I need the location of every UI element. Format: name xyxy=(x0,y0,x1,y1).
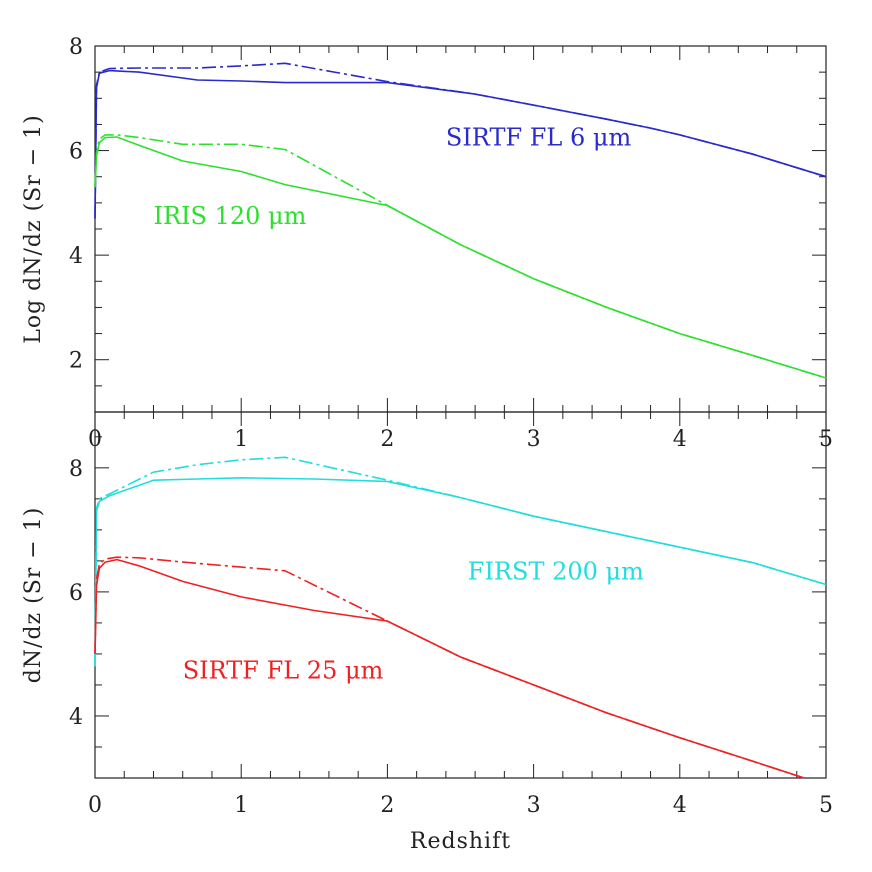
y-tick-label: 8 xyxy=(69,457,83,482)
x-tick-label: 2 xyxy=(380,793,394,818)
series-line-dashdot xyxy=(94,62,827,219)
plot-frame xyxy=(94,411,827,779)
x-tick-label: 2 xyxy=(380,427,394,452)
series-line-dashdot xyxy=(94,556,805,779)
x-tick-label: 3 xyxy=(527,793,541,818)
x-tick-label: 4 xyxy=(673,793,687,818)
x-tick-label: 4 xyxy=(673,427,687,452)
x-tick-label: 0 xyxy=(88,793,102,818)
y-tick-label: 6 xyxy=(69,140,83,165)
curve-label: FIRST 200 μm xyxy=(468,557,644,585)
series-line-solid xyxy=(94,477,827,667)
y-tick-label: 4 xyxy=(69,244,83,269)
curve-label: SIRTF FL 25 μm xyxy=(183,657,384,685)
curve-label: SIRTF FL 6 μm xyxy=(446,123,632,151)
y-axis-title: Log dN/dz (Sr − 1) xyxy=(21,114,46,344)
y-tick-label: 2 xyxy=(69,349,83,374)
series-line-dashdot xyxy=(94,134,827,379)
x-tick-label: 1 xyxy=(234,793,248,818)
y-tick-label: 8 xyxy=(69,35,83,60)
y-tick-label: 6 xyxy=(69,581,83,606)
x-tick-label: 1 xyxy=(234,427,248,452)
x-tick-label: 3 xyxy=(527,427,541,452)
curve-label: IRIS 120 μm xyxy=(153,202,306,230)
x-axis-title: Redshift xyxy=(410,829,511,854)
y-axis-title: dN/dz (Sr − 1) xyxy=(21,507,46,684)
bottom-panel: 0 1 2 3 4 5 4 6 8 dN/dz (Sr − 1) Redshift FIRST 200… xyxy=(21,411,833,854)
y-tick-label: 4 xyxy=(69,705,83,730)
x-tick-label: 5 xyxy=(819,793,833,818)
series-line-solid xyxy=(94,136,827,379)
series-line-dashdot xyxy=(94,456,827,667)
